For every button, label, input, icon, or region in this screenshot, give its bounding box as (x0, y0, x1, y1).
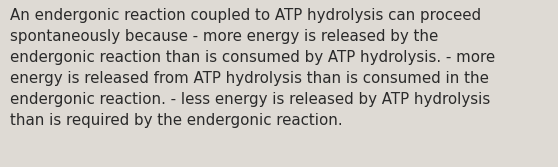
Text: An endergonic reaction coupled to ATP hydrolysis can proceed
spontaneously becau: An endergonic reaction coupled to ATP hy… (10, 8, 495, 128)
